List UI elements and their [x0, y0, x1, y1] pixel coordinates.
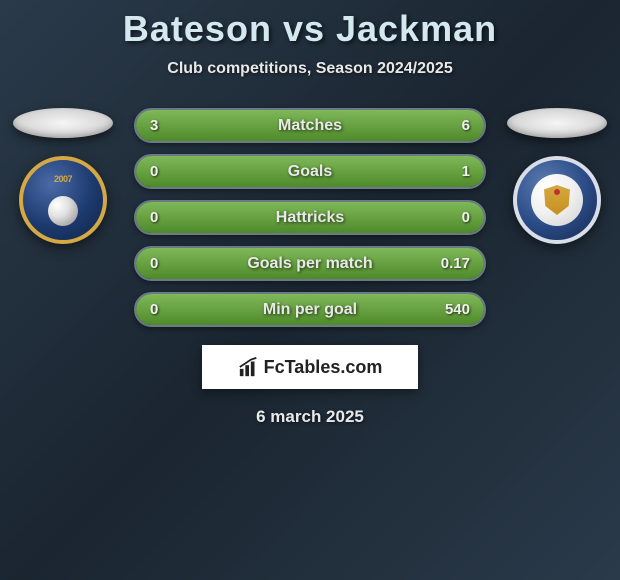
- right-crest-inner: [531, 174, 583, 226]
- stat-bar: 0 Goals 1: [134, 154, 486, 189]
- stat-right-value: 0.17: [441, 255, 470, 272]
- right-team-ellipse: [507, 108, 607, 138]
- main-row: 2007 3 Matches 6 0 Goals 1 0 Hattricks 0 0 Goals p…: [0, 108, 620, 327]
- right-team-crest: [513, 156, 601, 244]
- left-team-ellipse: [13, 108, 113, 138]
- stat-bar: 0 Goals per match 0.17: [134, 246, 486, 281]
- date-text: 6 march 2025: [0, 407, 620, 427]
- right-crest-shield-icon: [544, 185, 570, 215]
- stat-bar: 3 Matches 6: [134, 108, 486, 143]
- stat-bar: 0 Min per goal 540: [134, 292, 486, 327]
- stats-bars: 3 Matches 6 0 Goals 1 0 Hattricks 0 0 Goals per ma…: [118, 108, 502, 327]
- right-team-col: [502, 108, 612, 244]
- stat-right-value: 6: [462, 117, 470, 134]
- brand-text: FcTables.com: [264, 357, 383, 378]
- stat-label: Hattricks: [276, 209, 344, 227]
- stat-label: Goals per match: [247, 255, 372, 273]
- stat-left-value: 0: [150, 255, 158, 272]
- stat-bar: 0 Hattricks 0: [134, 200, 486, 235]
- stat-left-value: 3: [150, 117, 158, 134]
- stat-label: Goals: [288, 163, 332, 181]
- comparison-card: Bateson vs Jackman Club competitions, Se…: [0, 0, 620, 427]
- brand-box[interactable]: FcTables.com: [202, 345, 418, 389]
- left-team-crest: 2007: [19, 156, 107, 244]
- stat-right-value: 1: [462, 163, 470, 180]
- stat-left-value: 0: [150, 163, 158, 180]
- stat-right-value: 0: [462, 209, 470, 226]
- stat-left-value: 0: [150, 209, 158, 226]
- stat-right-value: 540: [445, 301, 470, 318]
- chart-icon: [238, 356, 260, 378]
- left-crest-year: 2007: [54, 174, 72, 184]
- subtitle: Club competitions, Season 2024/2025: [0, 60, 620, 78]
- stat-left-value: 0: [150, 301, 158, 318]
- stat-label: Min per goal: [263, 301, 357, 319]
- stat-label: Matches: [278, 117, 342, 135]
- page-title: Bateson vs Jackman: [0, 8, 620, 50]
- left-team-col: 2007: [8, 108, 118, 244]
